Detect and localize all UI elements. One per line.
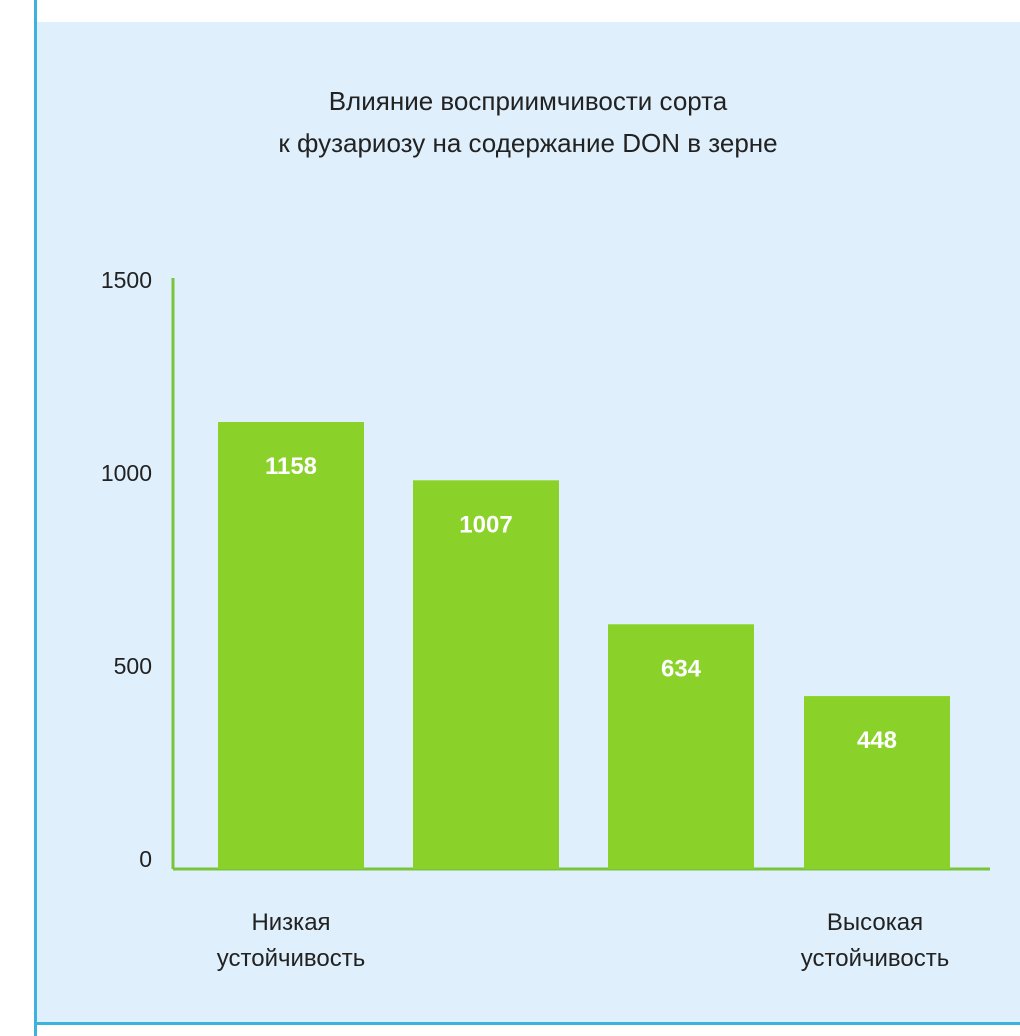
bar-value-label: 1007 xyxy=(459,511,512,538)
chart-title-line-1: Влияние восприимчивости сорта xyxy=(328,86,728,116)
high-resistance-label: устойчивость xyxy=(801,945,949,972)
low-resistance-label: Низкая xyxy=(251,909,330,936)
bar xyxy=(218,422,364,869)
chart-title-line-2: к фузариозу на содержание DON в зерне xyxy=(278,128,778,158)
bar-value-label: 634 xyxy=(661,655,702,682)
y-tick-label: 500 xyxy=(114,653,152,679)
y-tick-label: 1500 xyxy=(101,267,152,293)
bar xyxy=(804,696,950,869)
bar-value-label: 1158 xyxy=(265,453,317,480)
bar xyxy=(608,624,754,869)
left-border-line xyxy=(34,0,37,1036)
bar xyxy=(413,480,559,869)
low-resistance-label: устойчивость xyxy=(217,945,365,972)
high-resistance-label: Высокая xyxy=(827,909,923,936)
bar-value-label: 448 xyxy=(857,727,897,754)
y-tick-label: 1000 xyxy=(101,460,152,486)
y-tick-label: 0 xyxy=(139,846,152,872)
bottom-border-line xyxy=(34,1022,1020,1025)
